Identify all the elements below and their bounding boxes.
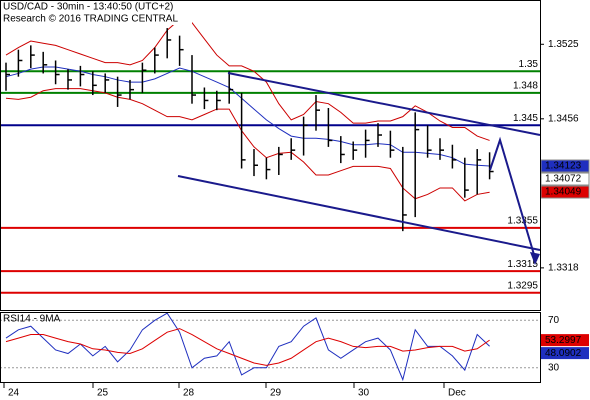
arrow-head: [530, 252, 540, 265]
overlay-line: [5, 18, 490, 141]
projection-arrow: [489, 136, 536, 259]
channel-lower: [177, 175, 541, 251]
x-tick-label: 28: [183, 388, 195, 399]
level-label: 1.3355: [507, 216, 538, 227]
level-label-bg: [506, 59, 539, 70]
x-tick-label: 29: [270, 388, 282, 399]
level-label: 1.348: [513, 81, 538, 92]
rsi-tick-label: 70: [548, 315, 560, 326]
plot: 1.35251.34561.33871.33181.351.3481.3451.…: [0, 18, 590, 399]
x-tick-label: 24: [8, 388, 20, 399]
title-bg: [2, 1, 192, 25]
x-tick-label: 30: [358, 388, 370, 399]
rsi-tick-label: 30: [548, 362, 560, 373]
rsi-value-label: 48.0902: [545, 348, 582, 359]
rsi-title: RSI14 - 9MA: [3, 314, 61, 325]
level-label: 1.345: [513, 113, 538, 124]
rsi-value-box: [541, 334, 589, 347]
level-label-bg: [506, 215, 539, 226]
price-frame: [0, 0, 541, 311]
rsi-frame: [0, 312, 541, 383]
overlay-line: [5, 88, 490, 202]
level-label-bg: [506, 113, 539, 124]
level-label-bg: [506, 80, 539, 91]
y-tick-label: 1.3318: [548, 263, 579, 274]
level-label: 1.3295: [507, 280, 538, 291]
rsi-line: [5, 328, 490, 366]
chart-subtitle: Research © 2016 TRADING CENTRAL: [3, 14, 178, 25]
x-tick-label: Dec: [448, 388, 466, 399]
rsi-value-label: 53.2997: [545, 335, 582, 346]
overlay-line: [5, 66, 490, 167]
level-label-bg: [506, 259, 539, 270]
price-box-label: 1.34072: [545, 174, 582, 185]
level-label-bg: [506, 280, 539, 291]
channel-upper: [227, 72, 541, 136]
level-label: 1.35: [519, 59, 539, 70]
x-tick-label: 25: [97, 388, 109, 399]
chart-title: USD/CAD - 30min - 13:40:50 (UTC+2): [3, 2, 173, 13]
rsi-line: [5, 312, 490, 382]
y-tick-label: 1.3525: [548, 39, 579, 50]
y-tick-label: 1.3456: [548, 113, 579, 124]
rsi-value-box: [541, 347, 589, 360]
level-label: 1.3315: [507, 259, 538, 270]
price-box-label: 1.34049: [545, 187, 582, 198]
price-box-label: 1.34123: [545, 161, 582, 172]
